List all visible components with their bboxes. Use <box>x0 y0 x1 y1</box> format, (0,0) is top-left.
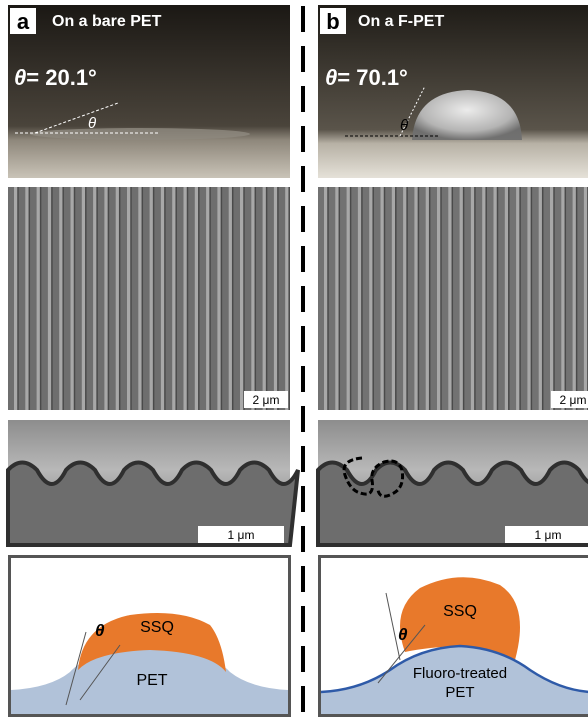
panel-label: b <box>326 9 339 34</box>
contact-angle: θ= 70.1° <box>325 65 408 90</box>
panel-label: a <box>17 9 30 34</box>
angle-mark: θ <box>400 117 408 134</box>
angle-symbol: θ <box>14 65 26 90</box>
substrate-label: PET <box>136 672 167 689</box>
angle-value: = 70.1° <box>337 65 408 90</box>
substrate-label: PET <box>445 684 474 701</box>
angle-mark: θ <box>95 621 105 640</box>
contact-angle: θ= 20.1° <box>14 65 97 90</box>
angle-mark: θ <box>88 115 96 132</box>
scale-label: 2 μm <box>560 393 587 407</box>
profiles <box>8 463 588 546</box>
angle-symbol: θ <box>325 65 337 90</box>
figure: a On a bare PET θ= 20.1° θ b On a F-PET … <box>0 0 588 721</box>
droplet <box>30 128 250 140</box>
scale-label: 2 μm <box>253 393 280 407</box>
panel-title: On a F-PET <box>358 13 444 30</box>
coating-label: SSQ <box>443 603 477 620</box>
scale-label: 1 μm <box>535 528 562 542</box>
angle-value: = 20.1° <box>26 65 97 90</box>
photo <box>8 5 290 178</box>
panel-title: On a bare PET <box>52 13 162 30</box>
coating-label: SSQ <box>140 619 174 636</box>
scale-label: 1 μm <box>228 528 255 542</box>
angle-mark: θ <box>398 625 408 644</box>
substrate-label: Fluoro-treated <box>413 665 507 682</box>
page: a On a bare PET θ= 20.1° θ b On a F-PET … <box>0 0 588 721</box>
photo <box>318 5 588 178</box>
